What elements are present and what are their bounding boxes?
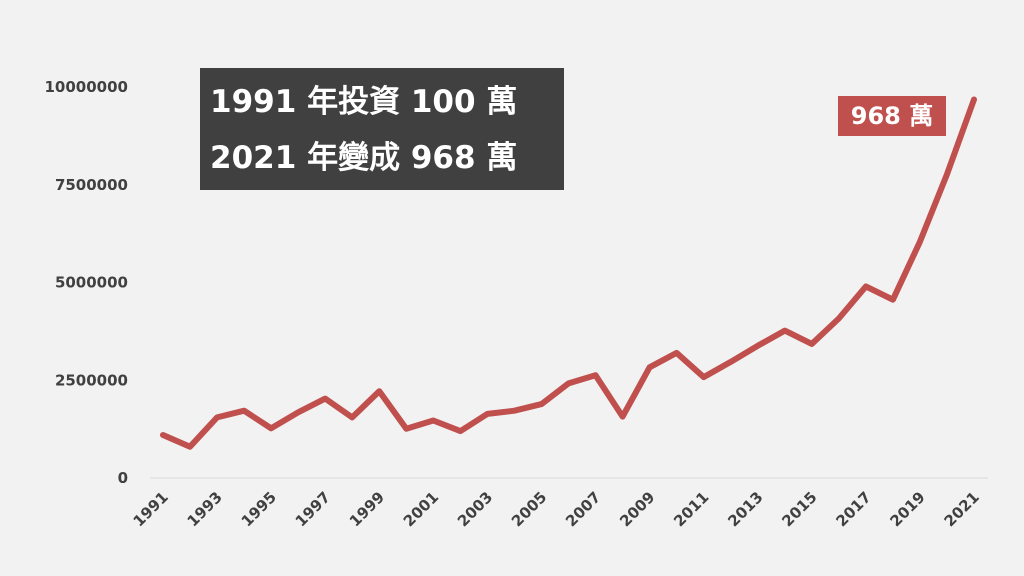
end-value-label: 968 萬 bbox=[838, 96, 946, 136]
x-tick-label: 2019 bbox=[887, 488, 929, 530]
x-axis-ticks: 1991 1993 1995 1997 1999 2001 2003 2005 2007 2009… bbox=[130, 488, 983, 530]
y-axis-ticks: 0 2500000 5000000 7500000 10000000 bbox=[45, 78, 129, 487]
x-tick-label: 1999 bbox=[346, 488, 388, 530]
data-point bbox=[593, 372, 599, 378]
data-point bbox=[295, 409, 301, 415]
data-point bbox=[511, 408, 517, 414]
x-tick-label: 2001 bbox=[400, 488, 442, 530]
annotation-line-2: 2021 年變成 968 萬 bbox=[210, 140, 518, 176]
data-point bbox=[538, 401, 544, 407]
data-point bbox=[971, 97, 977, 103]
x-tick-label: 1991 bbox=[130, 488, 172, 530]
x-tick-label: 2013 bbox=[724, 488, 766, 530]
x-tick-label: 1993 bbox=[184, 488, 226, 530]
data-point bbox=[187, 444, 193, 450]
data-point bbox=[782, 328, 788, 334]
series-line bbox=[160, 96, 977, 450]
data-point bbox=[160, 432, 166, 438]
x-tick-label: 2017 bbox=[832, 488, 874, 530]
data-point bbox=[890, 297, 896, 303]
data-point bbox=[620, 414, 626, 420]
y-tick-label: 0 bbox=[118, 469, 128, 487]
data-point bbox=[430, 418, 436, 424]
data-point bbox=[701, 374, 707, 380]
data-point bbox=[457, 428, 463, 434]
data-point bbox=[214, 414, 220, 420]
y-tick-label: 5000000 bbox=[55, 274, 128, 292]
x-tick-label: 1995 bbox=[238, 488, 280, 530]
y-tick-label: 2500000 bbox=[55, 371, 128, 389]
data-point bbox=[322, 396, 328, 402]
x-tick-label: 1997 bbox=[292, 488, 334, 530]
data-point bbox=[241, 408, 247, 414]
data-point bbox=[809, 341, 815, 347]
x-tick-label: 2011 bbox=[670, 488, 712, 530]
x-tick-label: 2007 bbox=[562, 488, 604, 530]
data-point bbox=[836, 315, 842, 321]
x-tick-label: 2021 bbox=[941, 488, 983, 530]
data-point bbox=[944, 171, 950, 177]
data-point bbox=[403, 426, 409, 432]
data-point bbox=[268, 425, 274, 431]
y-tick-label: 7500000 bbox=[55, 176, 128, 194]
annotation-box: 1991 年投資 100 萬 2021 年變成 968 萬 bbox=[200, 68, 564, 190]
data-point bbox=[376, 388, 382, 394]
data-point bbox=[728, 359, 734, 365]
y-tick-label: 10000000 bbox=[45, 78, 129, 96]
data-point bbox=[349, 414, 355, 420]
x-tick-label: 2009 bbox=[616, 488, 658, 530]
data-point bbox=[917, 239, 923, 245]
data-point bbox=[674, 350, 680, 356]
x-tick-label: 2015 bbox=[778, 488, 820, 530]
x-tick-label: 2003 bbox=[454, 488, 496, 530]
data-point bbox=[566, 380, 572, 386]
data-point bbox=[755, 343, 761, 349]
data-point bbox=[647, 364, 653, 370]
data-point bbox=[484, 411, 490, 417]
annotation-line-1: 1991 年投資 100 萬 bbox=[210, 84, 518, 120]
x-tick-label: 2005 bbox=[508, 488, 550, 530]
data-point bbox=[863, 283, 869, 289]
